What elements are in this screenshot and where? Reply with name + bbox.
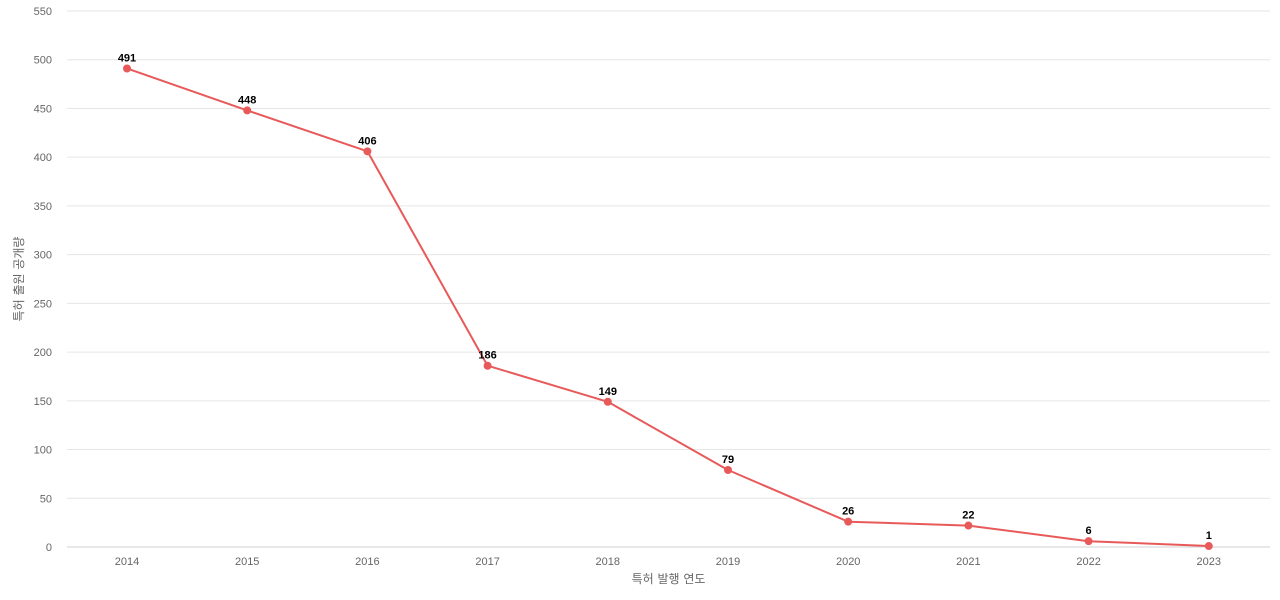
y-tick-label: 350 <box>34 201 52 213</box>
data-label: 1 <box>1206 530 1212 542</box>
x-tick-label: 2015 <box>235 556 259 568</box>
data-label: 149 <box>599 386 617 398</box>
y-tick-label: 250 <box>34 298 52 310</box>
data-label: 491 <box>118 52 136 64</box>
x-axis-title: 특허 발행 연도 <box>632 571 706 586</box>
y-tick-label: 100 <box>34 445 52 457</box>
data-label: 79 <box>722 454 734 466</box>
y-tick-label: 500 <box>34 55 52 67</box>
x-tick-label: 2023 <box>1197 556 1221 568</box>
y-tick-label: 300 <box>34 250 52 262</box>
y-tick-label: 50 <box>40 493 52 505</box>
data-label: 448 <box>238 94 256 106</box>
x-tick-label: 2016 <box>355 556 379 568</box>
y-axis-ticks: 0 50 100 150 200 250 300 350 400 450 500 550 <box>34 6 52 554</box>
y-tick-label: 200 <box>34 347 52 359</box>
x-tick-label: 2021 <box>956 556 980 568</box>
data-point <box>483 361 492 370</box>
series <box>123 64 1213 551</box>
data-point <box>724 466 732 475</box>
x-tick-label: 2019 <box>716 556 740 568</box>
x-tick-label: 2017 <box>475 556 499 568</box>
data-label: 6 <box>1086 525 1092 537</box>
grid <box>67 10 1270 548</box>
x-tick-label: 2014 <box>115 556 139 568</box>
y-tick-label: 0 <box>46 542 52 554</box>
data-point <box>243 106 252 115</box>
series-line <box>126 67 1210 547</box>
x-tick-label: 2022 <box>1076 556 1100 568</box>
y-axis-title: 특허 출원 공개량 <box>12 237 26 322</box>
data-point <box>123 64 131 73</box>
y-tick-label: 450 <box>34 103 52 115</box>
data-point <box>363 147 372 156</box>
data-label: 22 <box>962 510 974 522</box>
data-label: 406 <box>358 135 376 147</box>
x-tick-label: 2018 <box>596 556 620 568</box>
data-point <box>603 397 612 406</box>
y-tick-label: 550 <box>34 6 52 18</box>
data-point <box>844 517 853 526</box>
x-tick-label: 2020 <box>836 556 860 568</box>
y-tick-label: 150 <box>34 396 52 408</box>
data-label: 186 <box>478 350 496 362</box>
y-tick-label: 400 <box>34 152 52 164</box>
x-axis-ticks: 2014 2015 2016 2017 2018 2019 2020 2021 2022 2023 <box>115 556 1221 568</box>
data-label: 26 <box>842 506 854 518</box>
data-point <box>1084 537 1093 546</box>
data-point <box>964 521 973 530</box>
data-labels: 491 448 406 186 149 79 26 22 6 1 <box>118 52 1212 542</box>
data-point <box>1204 542 1213 551</box>
